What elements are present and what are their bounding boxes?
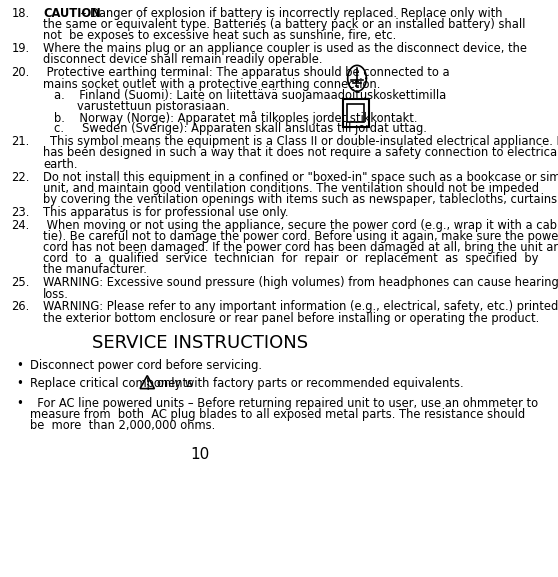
Bar xyxy=(343,99,368,128)
Text: •: • xyxy=(16,397,23,410)
Text: only with factory parts or recommended equivalents.: only with factory parts or recommended e… xyxy=(157,377,464,389)
Text: tie). Be careful not to damage the power cord. Before using it again, make sure : tie). Be careful not to damage the power… xyxy=(43,230,558,243)
Text: !: ! xyxy=(146,378,149,387)
Text: the exterior bottom enclosure or rear panel before installing or operating the p: the exterior bottom enclosure or rear pa… xyxy=(43,312,540,325)
Text: varustettuun pistorasiaan.: varustettuun pistorasiaan. xyxy=(77,100,229,113)
Text: Do not install this equipment in a confined or "boxed-in" space such as a bookca: Do not install this equipment in a confi… xyxy=(43,171,558,183)
Text: WARNING: Excessive sound pressure (high volumes) from headphones can cause heari: WARNING: Excessive sound pressure (high … xyxy=(43,276,558,289)
Text: – Danger of explosion if battery is incorrectly replaced. Replace only with: – Danger of explosion if battery is inco… xyxy=(77,7,502,20)
Text: For AC line powered units – Before returning repaired unit to user, use an ohmme: For AC line powered units – Before retur… xyxy=(30,397,538,410)
Text: SERVICE INSTRUCTIONS: SERVICE INSTRUCTIONS xyxy=(93,334,309,352)
Text: has been designed in such a way that it does not require a safety connection to : has been designed in such a way that it … xyxy=(43,147,558,159)
Text: 24.: 24. xyxy=(12,219,30,232)
Text: When moving or not using the appliance, secure the power cord (e.g., wrap it wit: When moving or not using the appliance, … xyxy=(43,219,558,232)
Text: be  more  than 2,000,000 ohms.: be more than 2,000,000 ohms. xyxy=(30,419,215,432)
Text: measure from  both  AC plug blades to all exposed metal parts. The resistance sh: measure from both AC plug blades to all … xyxy=(30,408,525,421)
Text: 25.: 25. xyxy=(12,276,30,289)
Text: the manufacturer.: the manufacturer. xyxy=(43,264,147,276)
Text: disconnect device shall remain readily operable.: disconnect device shall remain readily o… xyxy=(43,54,323,66)
Text: cord  to  a  qualified  service  technician  for  repair  or  replacement  as  s: cord to a qualified service technician f… xyxy=(43,252,538,265)
Text: •: • xyxy=(16,377,23,389)
Text: 10: 10 xyxy=(191,447,210,462)
Text: loss.: loss. xyxy=(43,287,69,301)
Text: earth.: earth. xyxy=(43,158,78,171)
Text: b.    Norway (Norge): Apparatet må tilkoples jordet stikkontakt.: b. Norway (Norge): Apparatet må tilkople… xyxy=(54,111,417,125)
Text: the same or equivalent type. Batteries (a battery pack or an installed battery) : the same or equivalent type. Batteries (… xyxy=(43,18,526,31)
Text: Where the mains plug or an appliance coupler is used as the disconnect device, t: Where the mains plug or an appliance cou… xyxy=(43,42,527,55)
Text: This apparatus is for professional use only.: This apparatus is for professional use o… xyxy=(43,206,288,219)
Text: •: • xyxy=(16,359,23,372)
Text: 22.: 22. xyxy=(12,171,30,183)
Text: This symbol means the equipment is a Class II or double-insulated electrical app: This symbol means the equipment is a Cla… xyxy=(50,135,558,148)
Text: 23.: 23. xyxy=(12,206,30,219)
Text: 18.: 18. xyxy=(12,7,30,20)
Bar xyxy=(347,104,364,122)
Text: 19.: 19. xyxy=(12,42,30,55)
Text: WARNING: Please refer to any important information (e.g., electrical, safety, et: WARNING: Please refer to any important i… xyxy=(43,301,558,313)
Text: 20.: 20. xyxy=(12,66,30,80)
Text: mains socket outlet with a protective earthing connection.: mains socket outlet with a protective ea… xyxy=(43,77,381,91)
Text: by covering the ventilation openings with items such as newspaper, tablecloths, : by covering the ventilation openings wit… xyxy=(43,193,558,206)
Text: Disconnect power cord before servicing.: Disconnect power cord before servicing. xyxy=(30,359,262,372)
Text: a.    Finland (Suomi): Laite on liitettävä suojamaadoituskoskettimilla: a. Finland (Suomi): Laite on liitettävä … xyxy=(54,89,446,102)
Text: Replace critical components: Replace critical components xyxy=(30,377,193,389)
Text: 26.: 26. xyxy=(12,301,30,313)
Text: CAUTION: CAUTION xyxy=(43,7,101,20)
Text: c.     Sweden (Sverige): Apparaten skall anslutas till jordat uttag.: c. Sweden (Sverige): Apparaten skall ans… xyxy=(54,122,427,136)
Text: not  be exposes to excessive heat such as sunshine, fire, etc.: not be exposes to excessive heat such as… xyxy=(43,29,396,42)
Text: cord has not been damaged. If the power cord has been damaged at all, bring the : cord has not been damaged. If the power … xyxy=(43,241,558,254)
Text: Protective earthing terminal: The apparatus should be connected to a: Protective earthing terminal: The appara… xyxy=(43,66,450,80)
Text: 21.: 21. xyxy=(12,135,30,148)
Text: unit, and maintain good ventilation conditions. The ventilation should not be im: unit, and maintain good ventilation cond… xyxy=(43,182,539,194)
